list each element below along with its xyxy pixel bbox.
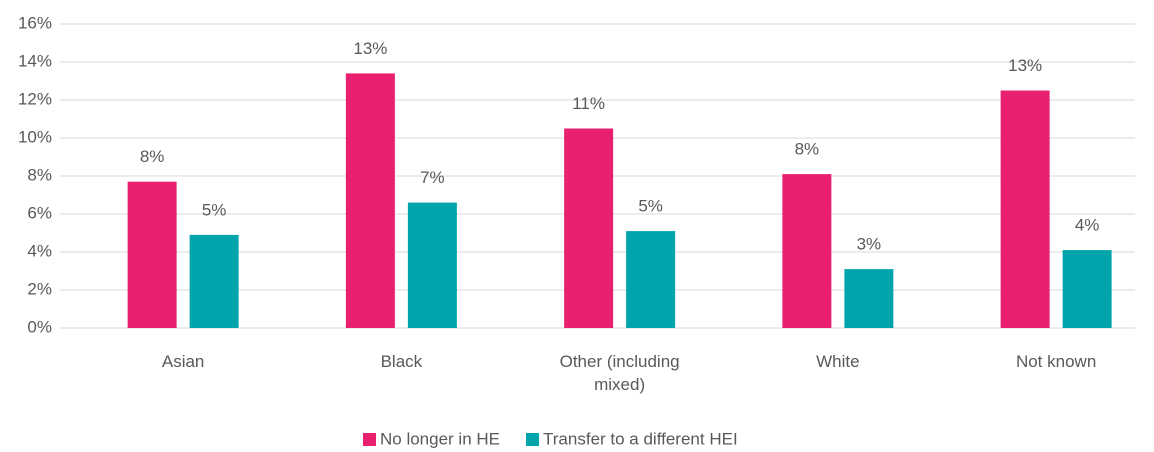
y-tick-label: 10%: [18, 127, 52, 146]
legend-swatch: [363, 433, 376, 446]
bar: [127, 181, 177, 328]
bar: [407, 202, 457, 328]
data-label: 7%: [420, 168, 445, 187]
data-label: 5%: [638, 197, 663, 216]
y-tick-label: 4%: [27, 241, 52, 260]
x-tick-label: White: [816, 352, 860, 371]
x-tick-label: Other (including mixed): [559, 352, 680, 394]
bar: [844, 269, 894, 328]
bar: [1000, 90, 1050, 328]
data-label: 4%: [1075, 216, 1100, 235]
x-tick-label: Black: [380, 352, 423, 371]
y-tick-label: 16%: [18, 13, 52, 32]
legend-label: Transfer to a different HEI: [543, 429, 738, 448]
legend-swatch: [526, 433, 540, 446]
x-tick-label: Asian: [161, 352, 205, 371]
data-label: 3%: [857, 235, 882, 254]
bar: [189, 234, 239, 328]
y-tick-label: 8%: [27, 165, 52, 184]
bar: [1062, 250, 1112, 328]
bar: [626, 231, 676, 328]
y-tick-label: 0%: [27, 317, 52, 336]
data-label: 11%: [572, 94, 605, 113]
y-tick-label: 14%: [18, 51, 52, 70]
data-label: 8%: [140, 147, 165, 166]
data-label: 5%: [202, 200, 227, 219]
bar: [564, 128, 614, 328]
y-tick-label: 12%: [18, 89, 52, 108]
y-tick-label: 6%: [27, 203, 52, 222]
data-label: 13%: [353, 39, 387, 58]
bar: [782, 174, 832, 328]
y-tick-label: 2%: [27, 279, 52, 298]
x-tick-label: Not known: [1015, 352, 1097, 371]
data-label: 8%: [795, 140, 820, 159]
data-label: 13%: [1008, 56, 1042, 75]
legend-label: No longer in HE: [380, 429, 500, 448]
bar: [345, 73, 395, 329]
